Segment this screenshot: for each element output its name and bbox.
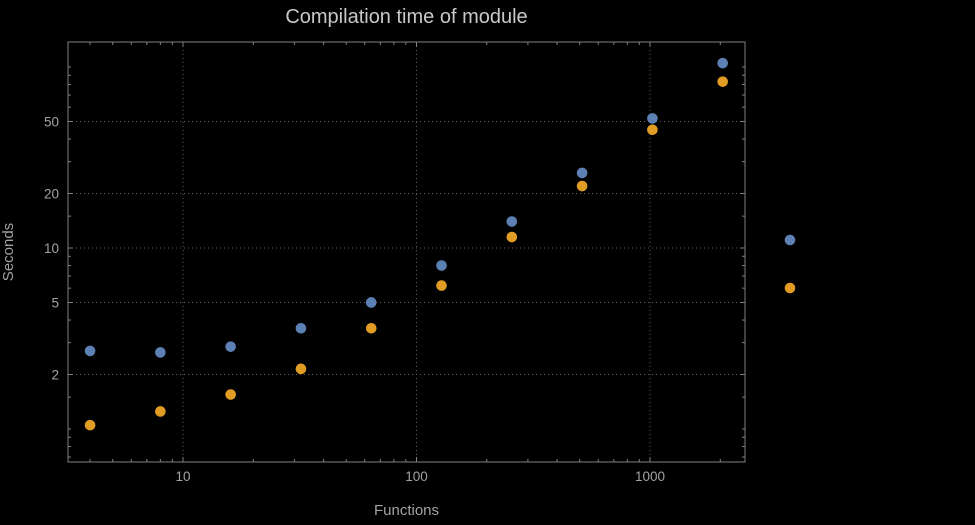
data-point-series-2-orange [717,76,728,87]
legend-marker-1 [784,234,796,246]
data-point-series-1-blue [84,345,96,357]
data-point-series-2-orange [84,419,96,431]
data-point-series-2-orange [365,323,377,334]
y-axis-label: Seconds [0,222,17,282]
y-tick-label: 20 [44,187,59,202]
data-point-series-2-orange [225,389,236,400]
y-tick-label: 50 [44,114,59,129]
x-tick-label: 10 [175,469,190,484]
x-tick-label: 100 [405,469,428,484]
data-point-series-2-orange [295,363,307,375]
data-point-series-1-blue [365,297,377,308]
data-point-series-1-blue [506,216,518,227]
data-point-series-2-orange [506,231,518,243]
data-point-series-2-orange [576,180,588,192]
data-point-series-1-blue [436,260,447,271]
data-point-series-2-orange [436,280,447,291]
x-axis-label: Functions [373,502,440,519]
data-point-series-2-orange [155,406,166,417]
y-tick-label: 2 [51,368,59,383]
plot-frame [67,41,746,463]
legend-marker-2 [784,282,796,294]
x-tick-label: 1000 [635,469,665,484]
chart-title: Compilation time of module [285,6,528,28]
data-point-series-1-blue [225,341,236,352]
data-point-series-1-blue [295,323,307,334]
y-tick-label: 5 [51,295,59,310]
y-tick-label: 10 [44,241,59,256]
data-point-series-1-blue [576,167,588,179]
data-point-series-2-orange [647,124,658,136]
data-point-series-1-blue [155,347,166,358]
data-point-series-1-blue [717,57,728,69]
data-point-series-1-blue [647,113,658,124]
